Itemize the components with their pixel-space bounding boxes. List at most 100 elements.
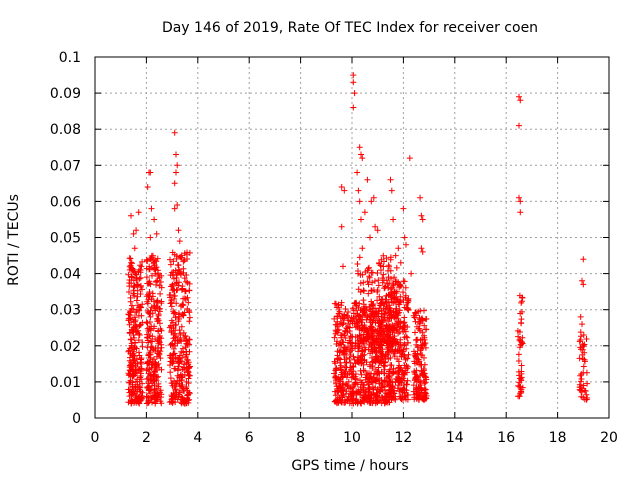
data-point [168, 297, 175, 304]
data-point [404, 369, 410, 376]
data-point [404, 305, 411, 312]
data-point [334, 396, 341, 402]
data-point [131, 290, 138, 297]
data-point [423, 315, 430, 322]
data-point [170, 390, 177, 397]
data-point [350, 72, 357, 79]
data-point [176, 238, 183, 245]
data-point [174, 372, 181, 379]
data-point [412, 309, 419, 316]
data-point [404, 377, 411, 384]
data-point [338, 184, 345, 190]
data-point [136, 275, 143, 282]
chart-title: Day 146 of 2019, Rate Of TEC Index for r… [162, 20, 538, 36]
data-point [345, 393, 352, 400]
data-point [348, 334, 355, 340]
data-point [382, 283, 389, 290]
data-point [402, 328, 409, 335]
data-point [519, 308, 525, 315]
data-point [584, 380, 591, 387]
data-point [181, 309, 188, 316]
data-point [361, 288, 367, 294]
data-point [170, 310, 177, 317]
data-point [420, 377, 427, 384]
data-point [395, 245, 402, 252]
y-tick-label: 0.1 [59, 50, 81, 66]
data-point [175, 313, 182, 320]
data-point [166, 399, 173, 406]
data-point [144, 384, 151, 391]
data-point [153, 230, 160, 237]
data-point [341, 332, 348, 339]
data-point [423, 392, 430, 399]
data-point [379, 296, 386, 303]
data-point [579, 341, 586, 348]
data-point [171, 180, 178, 187]
data-point [516, 344, 523, 351]
data-point [152, 365, 159, 371]
data-point [416, 378, 423, 385]
data-point [156, 334, 163, 341]
data-point [369, 269, 376, 276]
data-point [354, 261, 361, 267]
data-point [147, 169, 154, 176]
data-point [357, 377, 363, 384]
data-point [129, 328, 136, 335]
data-point [397, 293, 404, 300]
data-point [158, 400, 165, 407]
data-point [145, 380, 152, 386]
data-point [386, 304, 393, 311]
data-point [376, 355, 382, 362]
data-point [417, 307, 424, 314]
data-point [365, 290, 372, 297]
data-point [186, 287, 193, 294]
data-point [413, 367, 420, 374]
data-point [133, 277, 140, 283]
data-point [148, 343, 155, 350]
data-point [155, 380, 162, 387]
data-point [380, 317, 387, 324]
data-point [179, 302, 186, 309]
data-point [406, 155, 413, 162]
data-point [143, 367, 150, 374]
data-point [176, 389, 183, 396]
data-point [385, 267, 391, 274]
data-point [185, 380, 192, 387]
data-point [337, 383, 343, 389]
data-point [369, 327, 376, 334]
data-point [583, 336, 590, 342]
data-point [337, 364, 344, 371]
data-point [151, 262, 158, 269]
x-tick-label: 20 [600, 430, 618, 446]
data-point [172, 365, 179, 372]
data-point [169, 340, 176, 347]
data-point [581, 356, 588, 363]
data-point [516, 93, 522, 100]
data-point [333, 379, 339, 386]
data-point [387, 176, 394, 183]
data-point [381, 258, 387, 265]
data-point [384, 399, 391, 406]
data-point [578, 376, 585, 382]
data-point [138, 376, 145, 383]
data-point [126, 347, 133, 354]
data-point [394, 296, 400, 303]
data-point [355, 268, 361, 274]
data-point [357, 333, 364, 339]
data-point [151, 216, 158, 223]
data-point [144, 359, 151, 365]
data-point [332, 366, 339, 372]
data-point [175, 282, 182, 289]
data-point [358, 389, 364, 396]
data-point [126, 379, 132, 386]
data-point [171, 275, 177, 282]
data-point [155, 340, 162, 347]
y-tick-label: 0.09 [50, 86, 81, 102]
data-point [411, 348, 417, 355]
data-point [170, 331, 177, 338]
data-point [171, 309, 178, 316]
data-point [137, 291, 144, 297]
data-point [337, 315, 344, 322]
data-point [370, 386, 377, 393]
